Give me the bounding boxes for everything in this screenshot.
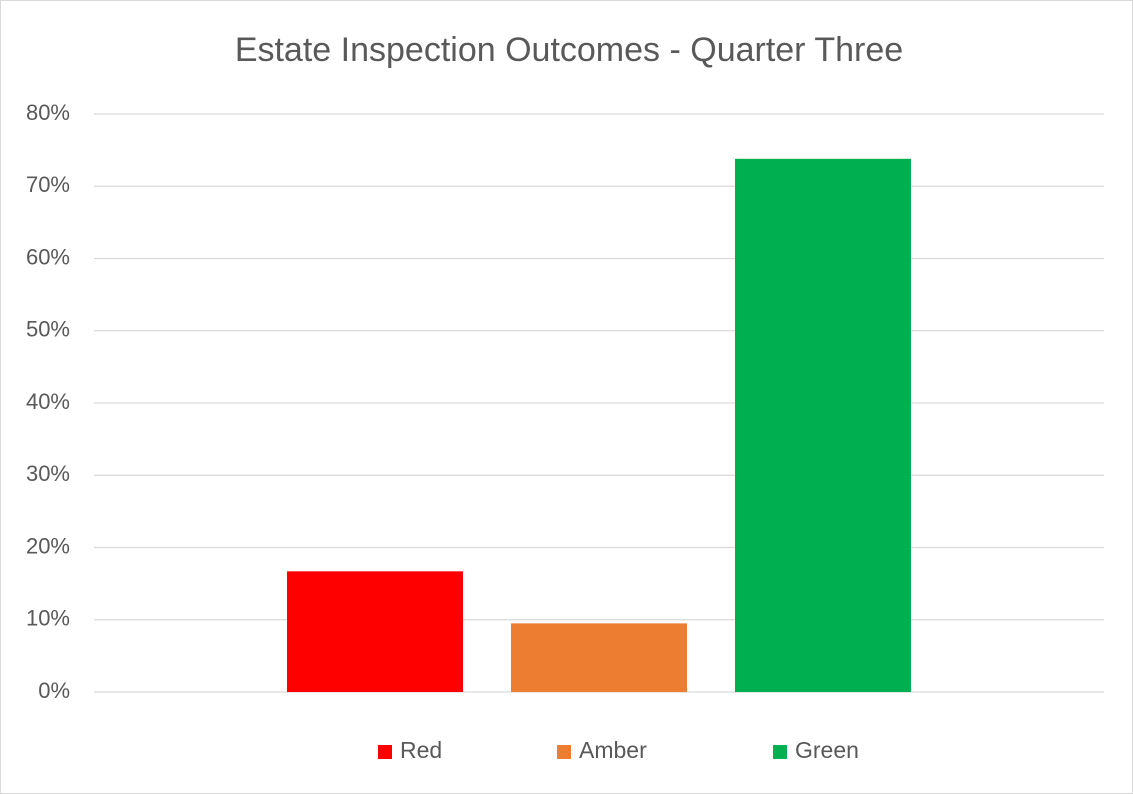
y-tick-label: 10%: [26, 606, 70, 631]
y-tick-label: 60%: [26, 244, 70, 269]
y-tick-label: 80%: [26, 100, 70, 125]
bar: [287, 571, 463, 692]
legend-label: Green: [795, 737, 859, 763]
chart-title: Estate Inspection Outcomes - Quarter Thr…: [235, 31, 903, 69]
y-tick-label: 70%: [26, 172, 70, 197]
legend-swatch: [773, 745, 787, 759]
legend-label: Amber: [579, 737, 647, 763]
legend-swatch: [557, 745, 571, 759]
y-tick-label: 40%: [26, 389, 70, 414]
y-tick-label: 0%: [38, 678, 70, 703]
bar: [735, 158, 911, 693]
bar: [511, 623, 687, 692]
y-tick-label: 50%: [26, 317, 70, 342]
y-tick-label: 30%: [26, 461, 70, 486]
y-tick-label: 20%: [26, 533, 70, 558]
legend-label: Red: [400, 737, 442, 763]
legend-swatch: [378, 745, 392, 759]
